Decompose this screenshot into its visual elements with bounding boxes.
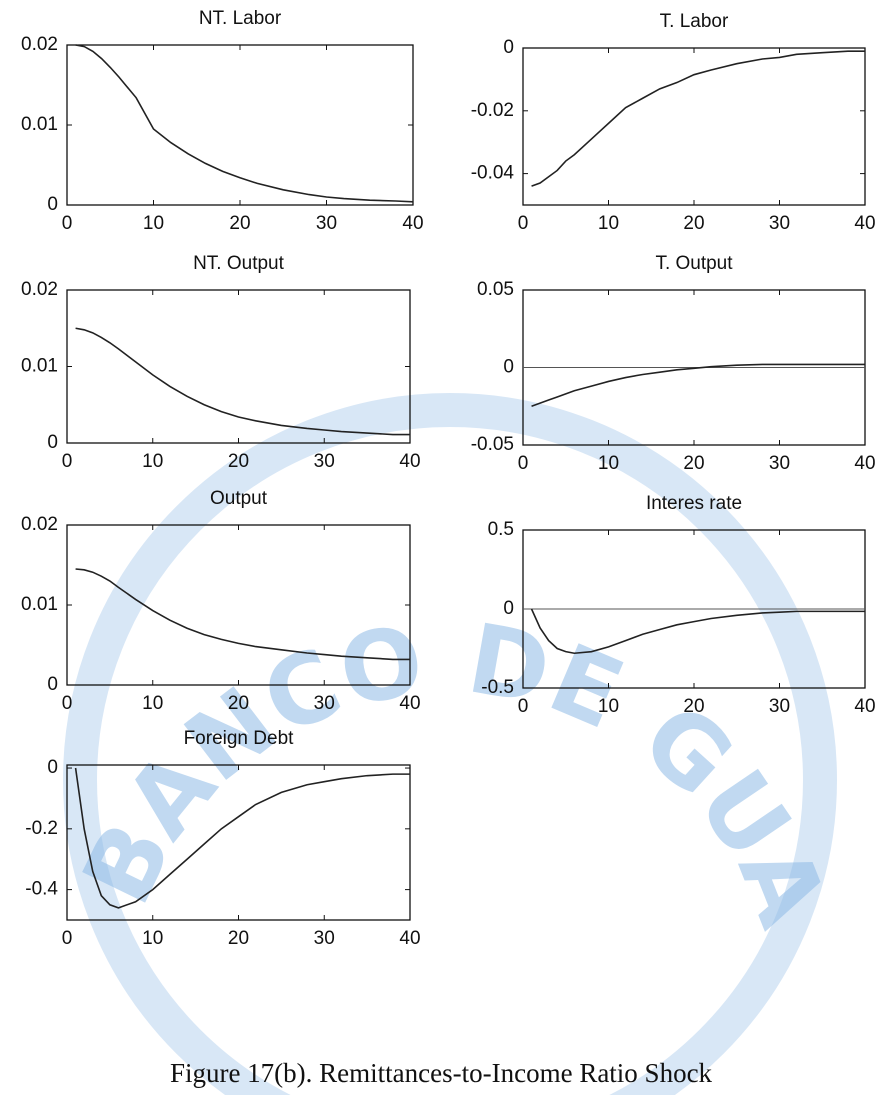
panel-title: T. Output — [655, 253, 733, 274]
x-tick-label: 40 — [399, 928, 420, 949]
x-tick-label: 20 — [228, 693, 249, 714]
x-tick-label: 40 — [402, 213, 423, 234]
x-tick-label: 30 — [314, 928, 335, 949]
x-tick-label: 30 — [314, 451, 335, 472]
y-tick-label: 0 — [503, 598, 514, 619]
x-tick-label: 10 — [142, 451, 163, 472]
y-tick-label: 0.01 — [21, 594, 58, 615]
y-tick-label: 0 — [503, 37, 514, 58]
y-tick-label: 0 — [47, 674, 58, 695]
y-tick-label: -0.04 — [471, 163, 515, 184]
watermark-ring — [63, 393, 837, 1100]
x-tick-label: 30 — [769, 696, 790, 717]
y-tick-label: -0.4 — [25, 879, 58, 900]
line-series — [531, 363, 865, 408]
x-tick-label: 0 — [62, 213, 73, 234]
x-tick-label: 40 — [399, 693, 420, 714]
plot-area — [66, 44, 414, 206]
y-tick-label: -0.05 — [471, 434, 514, 455]
x-tick-label: 20 — [228, 451, 249, 472]
panel: NT. Labor 0 0.01 0.02 0 10 20 30 40 — [21, 8, 424, 234]
x-tick-label: 10 — [143, 213, 164, 234]
y-tick-label: 0.02 — [21, 34, 58, 55]
x-tick-label: 40 — [399, 451, 420, 472]
x-tick-label: 10 — [598, 696, 619, 717]
x-tick-label: 0 — [518, 213, 529, 234]
x-tick-label: 40 — [854, 453, 875, 474]
y-tick-label: 0.05 — [477, 279, 514, 300]
panel-title: T. Labor — [660, 11, 729, 32]
x-tick-label: 20 — [683, 696, 704, 717]
x-tick-label: 30 — [769, 213, 790, 234]
x-tick-label: 10 — [142, 928, 163, 949]
y-tick-label: -0.02 — [471, 100, 514, 121]
x-tick-label: 40 — [854, 213, 875, 234]
y-tick-label: 0 — [503, 357, 514, 378]
line-series — [75, 44, 414, 203]
x-tick-label: 10 — [598, 213, 619, 234]
x-tick-label: 0 — [518, 453, 529, 474]
x-tick-label: 10 — [598, 453, 619, 474]
x-tick-label: 30 — [769, 453, 790, 474]
x-tick-label: 0 — [62, 928, 73, 949]
y-tick-label: 0.02 — [21, 279, 58, 300]
panel-title: Interes rate — [646, 493, 742, 514]
line-series — [530, 608, 865, 655]
plot-area — [522, 47, 866, 206]
x-tick-label: 0 — [518, 696, 529, 717]
panel-title: Foreign Debt — [184, 728, 295, 749]
panel-title: Output — [210, 488, 268, 509]
line-series — [531, 50, 865, 187]
caption: Figure 17(b). Remittances-to-Income Rati… — [170, 1058, 713, 1088]
y-tick-label: 0 — [47, 194, 58, 215]
y-tick-label: 0.02 — [21, 514, 58, 535]
panel: Foreign Debt -0.4 -0.2 0 0 10 20 30 40 — [25, 728, 420, 949]
x-tick-label: 20 — [683, 213, 704, 234]
x-tick-label: 20 — [229, 213, 250, 234]
x-tick-label: 30 — [316, 213, 337, 234]
x-tick-label: 10 — [142, 693, 163, 714]
x-tick-label: 20 — [228, 928, 249, 949]
panel: Interes rate-0.500.50 10 20 30 40 — [481, 493, 875, 717]
y-tick-label: 0.01 — [21, 114, 58, 135]
panel-title: NT. Output — [193, 253, 285, 274]
panel: NT. Output 0 0.01 0.02 0 10 20 30 40 — [21, 253, 421, 472]
y-tick-label: -0.2 — [25, 818, 58, 839]
line-series — [75, 568, 410, 661]
y-tick-label: 0.01 — [21, 356, 58, 377]
panel: Output 0 0.01 0.02 0 10 20 30 40 — [21, 488, 421, 714]
y-tick-label: 0.5 — [488, 519, 514, 540]
watermark: BANCO DE GUATEMALA — [0, 0, 841, 941]
x-tick-label: 40 — [854, 696, 875, 717]
x-tick-label: 0 — [62, 451, 73, 472]
y-tick-label: -0.5 — [481, 677, 514, 698]
y-tick-label: 0 — [47, 757, 58, 778]
line-series — [74, 767, 410, 909]
x-tick-label: 0 — [62, 693, 73, 714]
watermark-text: BANCO DE GUATEMALA — [0, 0, 841, 941]
line-series — [75, 327, 410, 436]
x-tick-label: 30 — [314, 693, 335, 714]
y-tick-label: 0 — [47, 432, 58, 453]
x-tick-label: 20 — [683, 453, 704, 474]
panel: T. Labor -0.04 -0.02 0 0 10 20 30 40 — [471, 11, 876, 234]
panel-title: NT. Labor — [199, 8, 282, 29]
